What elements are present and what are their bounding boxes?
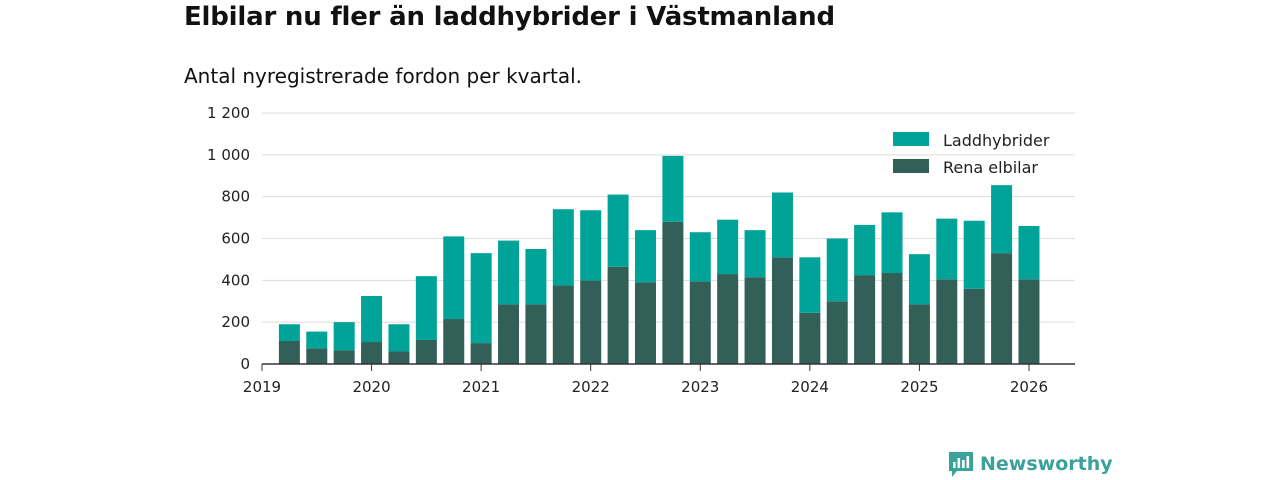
legend: Laddhybrider Rena elbilar [893, 131, 1050, 177]
bar-laddhybrider [717, 219, 739, 275]
bar-rena-elbilar [771, 257, 793, 364]
bar-laddhybrider [415, 276, 437, 340]
bar-rena-elbilar [525, 304, 547, 364]
bar-rena-elbilar [306, 348, 328, 364]
x-tick-label: 2025 [900, 378, 938, 396]
bar-laddhybrider [552, 209, 574, 286]
bar-rena-elbilar [662, 221, 684, 364]
bar-rena-elbilar [799, 312, 821, 364]
chart-title: Elbilar nu fler än laddhybrider i Västma… [184, 2, 835, 32]
bar-rena-elbilar [333, 350, 355, 364]
bar-rena-elbilar [498, 304, 520, 364]
bar-laddhybrider [963, 220, 985, 289]
bar-laddhybrider [936, 218, 958, 280]
bar-laddhybrider [881, 212, 903, 274]
bar-rena-elbilar [607, 266, 629, 364]
bar-laddhybrider [799, 257, 821, 313]
bar-rena-elbilar [634, 282, 656, 364]
bar-rena-elbilar [689, 281, 711, 364]
bar-rena-elbilar [991, 253, 1013, 364]
bar-rena-elbilar [717, 274, 739, 364]
bar-laddhybrider [607, 194, 629, 267]
y-tick-label: 200 [221, 313, 250, 331]
bar-laddhybrider [634, 230, 656, 283]
bar-laddhybrider [333, 322, 355, 351]
bar-rena-elbilar [908, 304, 930, 364]
legend-swatch [893, 159, 929, 173]
bar-laddhybrider [580, 210, 602, 281]
x-tick-label: 2022 [572, 378, 610, 396]
legend-swatch [893, 132, 929, 146]
bar-rena-elbilar [881, 273, 903, 364]
bar-rena-elbilar [552, 285, 574, 364]
bar-laddhybrider [470, 253, 492, 344]
bar-laddhybrider [443, 236, 465, 320]
legend-label: Laddhybrider [943, 131, 1050, 150]
x-tick-label: 2019 [243, 378, 281, 396]
x-tick-label: 2020 [352, 378, 390, 396]
bar-rena-elbilar [1018, 279, 1040, 364]
x-tick-label: 2023 [681, 378, 719, 396]
bar-rena-elbilar [388, 351, 410, 364]
bar-laddhybrider [525, 248, 547, 305]
y-tick-label: 1 000 [207, 146, 250, 164]
x-tick-label: 2024 [791, 378, 829, 396]
bars [278, 155, 1040, 364]
bar-rena-elbilar [854, 275, 876, 364]
bar-laddhybrider [306, 331, 328, 349]
bar-laddhybrider [1018, 225, 1040, 280]
y-tick-label: 0 [240, 355, 250, 373]
bar-laddhybrider [908, 254, 930, 305]
x-tick-label: 2026 [1010, 378, 1048, 396]
bar-rena-elbilar [415, 339, 437, 364]
chart-subtitle: Antal nyregistrerade fordon per kvartal. [184, 64, 583, 88]
y-tick-label: 600 [221, 230, 250, 248]
axes: 0 200 400 600 800 1 000 1 200 2019 2020 2021 2022 2… [207, 104, 1075, 396]
bar-rena-elbilar [963, 288, 985, 364]
bar-laddhybrider [826, 238, 848, 302]
bar-rena-elbilar [278, 340, 300, 364]
bar-rena-elbilar [361, 342, 383, 364]
bar-laddhybrider [278, 324, 300, 341]
bar-laddhybrider [991, 185, 1013, 254]
bar-rena-elbilar [744, 277, 766, 364]
y-tick-label: 1 200 [207, 104, 250, 122]
bar-laddhybrider [388, 324, 410, 352]
y-tick-label: 800 [221, 188, 250, 206]
bar-rena-elbilar [470, 343, 492, 364]
newsworthy-brand[interactable]: Newsworthy [948, 450, 1113, 478]
brand-name: Newsworthy [980, 453, 1113, 475]
bar-rena-elbilar [443, 319, 465, 364]
bar-laddhybrider [361, 296, 383, 343]
y-tick-label: 400 [221, 271, 250, 289]
newsworthy-logo-icon [949, 452, 973, 477]
bar-laddhybrider [771, 192, 793, 258]
legend-label: Rena elbilar [943, 158, 1038, 177]
bar-laddhybrider [662, 155, 684, 222]
bar-laddhybrider [744, 230, 766, 278]
bar-laddhybrider [689, 232, 711, 282]
x-tick-label: 2021 [462, 378, 500, 396]
bar-laddhybrider [498, 240, 520, 305]
bar-laddhybrider [854, 224, 876, 276]
bar-rena-elbilar [936, 279, 958, 364]
bar-rena-elbilar [826, 301, 848, 364]
bar-rena-elbilar [580, 280, 602, 364]
